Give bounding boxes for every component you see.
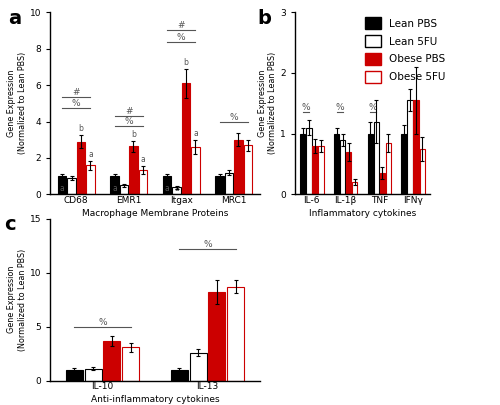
- Bar: [374, 122, 379, 194]
- Bar: [58, 176, 66, 194]
- Bar: [300, 134, 306, 194]
- X-axis label: Anti-inflammatory cytokines: Anti-inflammatory cytokines: [90, 395, 220, 404]
- Y-axis label: Gene Expression
(Normalized to Lean PBS): Gene Expression (Normalized to Lean PBS): [258, 52, 278, 154]
- Text: %: %: [177, 33, 186, 42]
- Text: %: %: [98, 318, 107, 327]
- Text: a: a: [174, 185, 179, 194]
- Bar: [208, 292, 226, 381]
- Bar: [122, 347, 140, 381]
- Bar: [170, 370, 188, 381]
- Text: b: b: [184, 58, 188, 67]
- Text: #: #: [178, 21, 185, 30]
- Bar: [414, 100, 419, 194]
- Bar: [312, 146, 318, 194]
- Text: a: a: [140, 155, 145, 164]
- Text: #: #: [72, 88, 80, 97]
- Bar: [86, 165, 94, 194]
- Text: a: a: [193, 129, 198, 138]
- Bar: [182, 83, 190, 194]
- Text: #: #: [125, 107, 132, 116]
- Text: %: %: [124, 117, 133, 126]
- Text: a: a: [8, 9, 21, 28]
- Y-axis label: Gene Expression
(Normalized to Lean PBS): Gene Expression (Normalized to Lean PBS): [8, 52, 26, 154]
- Bar: [216, 176, 224, 194]
- Text: b: b: [257, 9, 271, 28]
- Bar: [66, 370, 82, 381]
- Bar: [352, 182, 358, 194]
- Bar: [318, 146, 324, 194]
- Text: %: %: [230, 113, 238, 121]
- Text: b: b: [131, 130, 136, 139]
- Y-axis label: Gene Expression
(Normalized to Lean PBS): Gene Expression (Normalized to Lean PBS): [8, 249, 26, 351]
- Bar: [163, 176, 172, 194]
- Bar: [129, 146, 138, 194]
- Text: b: b: [78, 124, 84, 133]
- Text: a: a: [88, 150, 93, 159]
- Bar: [104, 341, 120, 381]
- Text: a: a: [60, 185, 64, 194]
- Bar: [138, 170, 147, 194]
- Text: %: %: [369, 103, 378, 113]
- Bar: [340, 140, 345, 194]
- Bar: [84, 369, 102, 381]
- Text: %: %: [72, 99, 80, 108]
- Bar: [408, 100, 413, 194]
- Text: a: a: [164, 185, 170, 194]
- Bar: [306, 128, 312, 194]
- X-axis label: Macrophage Membrane Proteins: Macrophage Membrane Proteins: [82, 209, 228, 218]
- Bar: [402, 134, 406, 194]
- Bar: [225, 173, 234, 194]
- Bar: [172, 187, 181, 194]
- Bar: [380, 173, 385, 194]
- Bar: [386, 143, 391, 194]
- Bar: [334, 134, 339, 194]
- Bar: [110, 176, 119, 194]
- Bar: [76, 142, 85, 194]
- Text: %: %: [203, 240, 212, 249]
- Bar: [420, 149, 425, 194]
- Bar: [368, 134, 373, 194]
- Bar: [190, 353, 206, 381]
- Bar: [120, 185, 128, 194]
- Text: %: %: [302, 103, 310, 113]
- Text: a: a: [112, 185, 117, 194]
- Bar: [346, 152, 352, 194]
- Text: c: c: [4, 215, 16, 234]
- Bar: [191, 147, 200, 194]
- Bar: [244, 145, 252, 194]
- Bar: [228, 287, 244, 381]
- Bar: [68, 178, 76, 194]
- Legend: Lean PBS, Lean 5FU, Obese PBS, Obese 5FU: Lean PBS, Lean 5FU, Obese PBS, Obese 5FU: [365, 17, 446, 83]
- Text: %: %: [335, 103, 344, 113]
- Bar: [234, 140, 242, 194]
- X-axis label: Inflammatory cytokines: Inflammatory cytokines: [309, 209, 416, 218]
